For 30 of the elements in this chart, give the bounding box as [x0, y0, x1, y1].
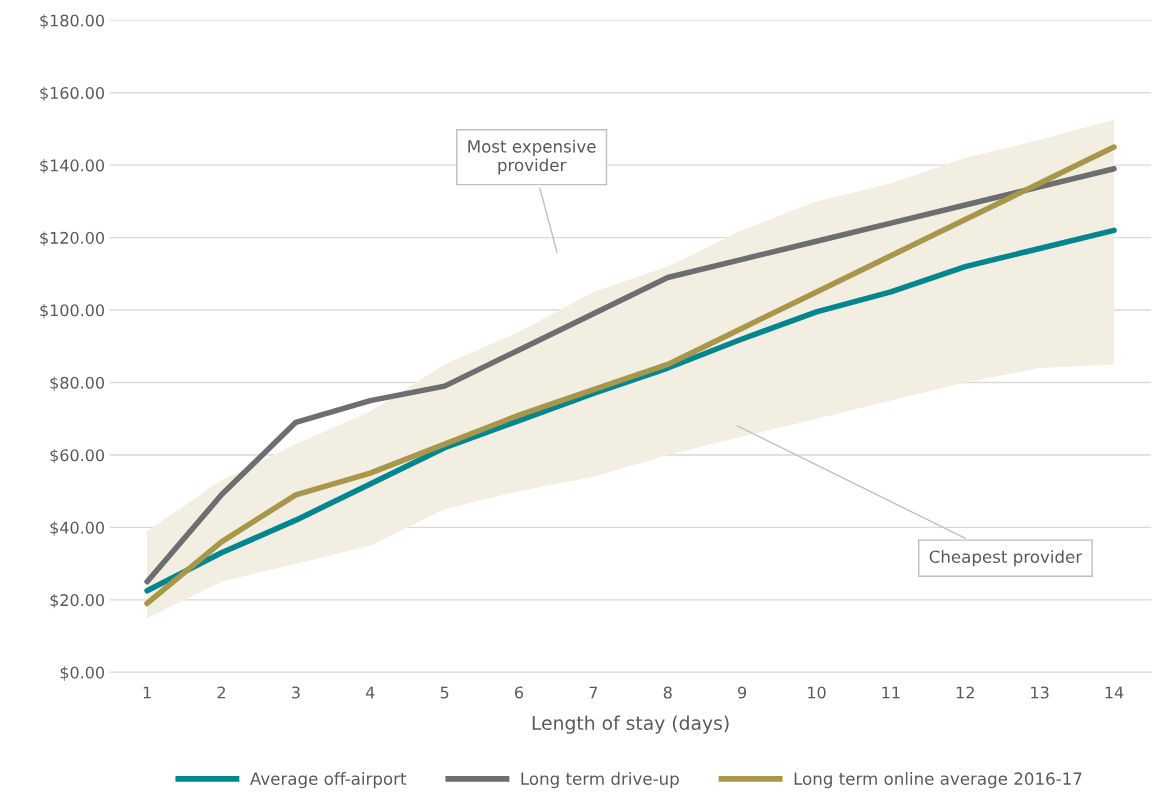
x-axis-title: Length of stay (days) [532, 715, 729, 734]
y-tick-label: $160.00 [40, 86, 104, 102]
legend-label: Long term drive-up [521, 772, 679, 789]
x-tick-label: 6 [515, 686, 524, 699]
y-tick-label: $120.00 [40, 231, 104, 247]
annotation: Most expensive provider [468, 139, 596, 175]
x-tick-label: 12 [956, 686, 974, 699]
y-tick-label: $140.00 [40, 159, 104, 174]
x-tick-label: 9 [738, 686, 747, 699]
x-tick-label: 4 [365, 686, 375, 699]
x-tick-label: 13 [1031, 686, 1049, 699]
y-tick-label: $60.00 [50, 448, 104, 464]
y-tick-label: $180.00 [40, 14, 104, 29]
x-tick-label: 7 [589, 686, 598, 699]
x-tick-label: 11 [882, 686, 900, 699]
x-tick-label: 10 [808, 686, 826, 699]
x-tick-label: 2 [217, 686, 225, 699]
y-tick-label: $0.00 [60, 666, 104, 681]
annotation: Cheapest provider [929, 550, 1083, 567]
y-tick-label: $80.00 [50, 376, 104, 391]
x-tick-label: 8 [663, 686, 672, 699]
legend-label: Average off-airport [250, 772, 407, 789]
x-tick-label: 14 [1105, 686, 1124, 699]
x-tick-label: 3 [292, 686, 300, 699]
y-tick-label: $40.00 [50, 521, 104, 536]
y-tick-label: $100.00 [40, 303, 104, 319]
y-tick-label: $20.00 [50, 593, 104, 609]
x-tick-label: 5 [440, 686, 449, 699]
legend-label: Long term online average 2016-17 [794, 772, 1082, 789]
x-tick-label: 1 [143, 686, 151, 699]
